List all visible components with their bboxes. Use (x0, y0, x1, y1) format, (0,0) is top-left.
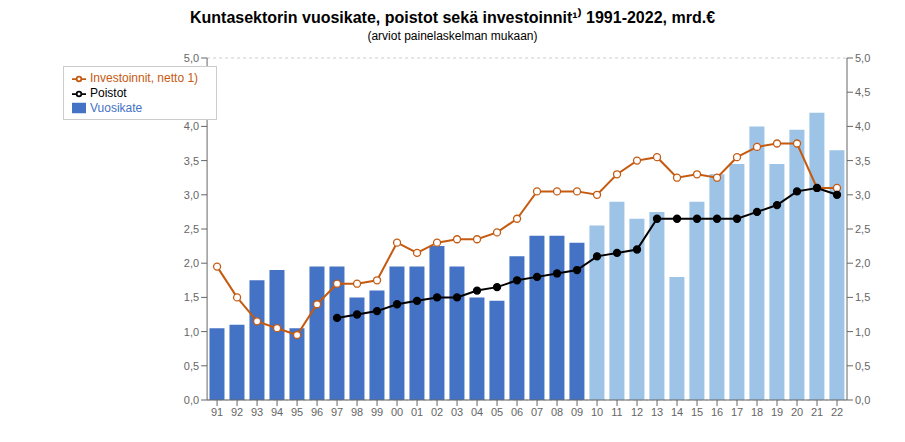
html-text:(arviot painelaskelman mukaan): (arviot painelaskelman mukaan) (367, 29, 538, 43)
svg-text:98: 98 (351, 406, 363, 418)
svg-text:17: 17 (731, 406, 743, 418)
svg-text:15: 15 (691, 406, 703, 418)
svg-text:0,0: 0,0 (855, 394, 870, 406)
svg-text:04: 04 (471, 406, 483, 418)
svg-text:4,0: 4,0 (184, 120, 199, 132)
svg-text:16: 16 (711, 406, 723, 418)
svg-text:3,0: 3,0 (184, 189, 199, 201)
html-text:Kuntasektorin vuosikate, poist: Kuntasektorin vuosikate, poistot sekä in… (190, 9, 715, 26)
svg-text:19: 19 (771, 406, 783, 418)
html-text:Vuosikate: Vuosikate (90, 100, 143, 115)
svg-text:12: 12 (631, 406, 643, 418)
svg-text:03: 03 (451, 406, 463, 418)
svg-text:91: 91 (211, 406, 223, 418)
svg-text:99: 99 (371, 406, 383, 418)
svg-text:0,5: 0,5 (184, 360, 199, 372)
svg-text:13: 13 (651, 406, 663, 418)
svg-text:11: 11 (611, 406, 622, 418)
svg-text:06: 06 (511, 406, 523, 418)
svg-text:96: 96 (311, 406, 323, 418)
svg-text:0,0: 0,0 (184, 394, 199, 406)
svg-text:22: 22 (831, 406, 843, 418)
svg-text:3,0: 3,0 (855, 189, 870, 201)
svg-text:95: 95 (291, 406, 303, 418)
svg-text:3,5: 3,5 (855, 155, 870, 167)
svg-text:3,5: 3,5 (184, 155, 199, 167)
svg-text:1,5: 1,5 (855, 291, 870, 303)
svg-text:5,0: 5,0 (855, 52, 870, 64)
svg-text:5,0: 5,0 (184, 52, 199, 64)
svg-text:10: 10 (591, 406, 603, 418)
svg-text:07: 07 (531, 406, 543, 418)
svg-text:0,5: 0,5 (855, 360, 870, 372)
svg-text:4,5: 4,5 (184, 86, 199, 98)
svg-text:08: 08 (551, 406, 563, 418)
svg-text:01: 01 (411, 406, 423, 418)
svg-text:97: 97 (331, 406, 343, 418)
svg-text:4,5: 4,5 (855, 86, 870, 98)
svg-text:2,5: 2,5 (184, 223, 199, 235)
svg-text:20: 20 (791, 406, 803, 418)
svg-text:18: 18 (751, 406, 763, 418)
svg-text:09: 09 (571, 406, 583, 418)
svg-text:00: 00 (391, 406, 403, 418)
svg-text:1,0: 1,0 (855, 326, 870, 338)
svg-text:14: 14 (671, 406, 683, 418)
svg-text:92: 92 (231, 406, 243, 418)
html-text:Poistot: Poistot (90, 85, 127, 100)
svg-text:93: 93 (251, 406, 263, 418)
svg-text:05: 05 (491, 406, 503, 418)
svg-text:94: 94 (271, 406, 283, 418)
svg-text:2,0: 2,0 (855, 257, 870, 269)
html-text:Investoinnit, netto 1): Investoinnit, netto 1) (90, 71, 199, 85)
svg-text:1,5: 1,5 (184, 291, 199, 303)
svg-text:2,0: 2,0 (184, 257, 199, 269)
svg-text:2,5: 2,5 (855, 223, 870, 235)
svg-text:4,0: 4,0 (855, 120, 870, 132)
svg-text:21: 21 (811, 406, 823, 418)
svg-text:1,0: 1,0 (184, 326, 199, 338)
svg-text:02: 02 (431, 406, 443, 418)
